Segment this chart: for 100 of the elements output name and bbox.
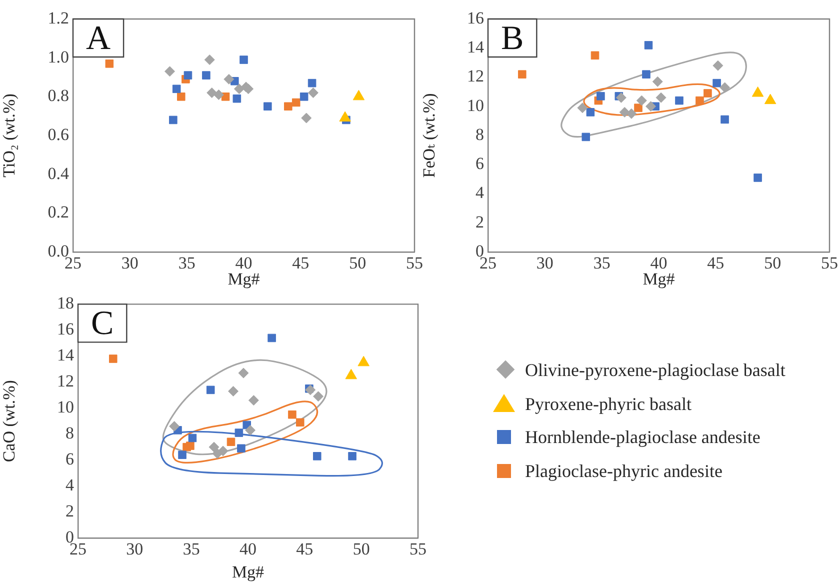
y-tick-label: 0.2 (48, 202, 69, 222)
y-tick-label: 10 (57, 398, 74, 417)
x-tick-label: 35 (593, 254, 610, 273)
y-tick-label: 1.0 (48, 47, 69, 66)
point (284, 102, 292, 111)
x-tick-label: 30 (121, 254, 138, 273)
x-tick-label: 45 (292, 254, 310, 273)
point (313, 391, 324, 402)
point (300, 92, 308, 101)
point (218, 446, 228, 456)
point (204, 54, 215, 66)
point (636, 95, 647, 106)
point (712, 78, 721, 88)
point (105, 60, 114, 68)
x-tick-label: 45 (707, 254, 724, 273)
x-axis-title: Mg# (232, 562, 265, 582)
point (308, 88, 318, 98)
point (752, 86, 764, 97)
x-tick-label: 30 (536, 254, 554, 273)
point (226, 438, 236, 446)
annotation: A (86, 20, 111, 57)
point (202, 71, 210, 80)
point (656, 92, 666, 103)
y-axis-title: TiO₂ (wt.%) (0, 94, 19, 178)
point (208, 442, 220, 452)
point (172, 84, 181, 94)
point (188, 434, 197, 442)
y-tick-label: 2 (476, 212, 484, 232)
point (169, 116, 178, 124)
point (296, 418, 304, 427)
point (619, 106, 630, 118)
point (248, 395, 259, 406)
x-tick-label: 40 (240, 540, 256, 559)
x-tick-label: 30 (126, 540, 144, 559)
y-tick-label: 0.4 (48, 164, 70, 183)
point (518, 70, 526, 78)
y-tick-label: 8 (66, 424, 74, 443)
y-tick-label: 4 (66, 476, 74, 495)
point (169, 421, 180, 432)
y-tick-label: 6 (66, 450, 74, 469)
point (312, 452, 322, 460)
y-tick-label: 16 (467, 8, 484, 28)
point (642, 70, 650, 78)
point (754, 174, 762, 182)
point (186, 442, 194, 450)
point (245, 424, 256, 436)
y-tick-label: 2 (66, 501, 74, 520)
x-tick-label: 35 (182, 540, 200, 559)
point (206, 386, 215, 394)
point (234, 84, 244, 94)
point (164, 66, 176, 77)
legend-label: Pyroxene-phyric basalt (525, 392, 692, 416)
y-tick-label: 0.6 (48, 124, 69, 144)
y-tick-label: 14 (467, 38, 484, 57)
point (184, 71, 192, 80)
point (308, 78, 316, 88)
y-tick-label: 12 (467, 66, 484, 86)
point (232, 94, 242, 103)
point (228, 386, 239, 396)
x-tick-label: 55 (406, 254, 423, 273)
point (646, 101, 656, 112)
point (301, 112, 312, 124)
point (582, 132, 590, 142)
point (712, 60, 724, 71)
point (305, 384, 316, 396)
y-tick-label: 1.2 (48, 8, 69, 28)
point (596, 92, 605, 100)
x-tick-label: 50 (764, 254, 782, 273)
legend-label: Olivine-pyroxene-plagioclase basalt (525, 359, 786, 382)
point (206, 88, 218, 98)
y-tick-label: 4 (476, 183, 484, 202)
point (292, 98, 300, 107)
point (108, 354, 118, 363)
point (238, 368, 249, 378)
x-tick-label: 50 (352, 540, 370, 559)
y-axis-title: CaO (wt.%) (0, 380, 19, 462)
point (213, 89, 224, 100)
point (590, 51, 600, 60)
y-tick-label: 14 (57, 346, 74, 365)
point (577, 102, 588, 114)
point (586, 108, 595, 116)
annotation: C (90, 305, 114, 342)
legend-label: Hornblende-plagioclase andesite (525, 426, 760, 449)
legend-label: Plagioclase-phyric andesite (525, 460, 722, 482)
x-tick-label: 55 (821, 254, 838, 273)
x-tick-label: 45 (296, 540, 314, 559)
point (237, 444, 246, 453)
point (264, 102, 272, 111)
point (720, 115, 729, 124)
point (288, 410, 296, 419)
y-tick-label: 10 (467, 96, 484, 115)
x-tick-label: 55 (410, 540, 426, 559)
point (720, 82, 730, 93)
point (704, 89, 712, 98)
x-tick-label: 35 (178, 254, 196, 273)
point (675, 96, 684, 105)
y-tick-label: 6 (476, 154, 484, 174)
point (240, 56, 248, 64)
point (178, 450, 186, 460)
y-axis-title: FeOₜ (wt.%) (420, 93, 439, 178)
